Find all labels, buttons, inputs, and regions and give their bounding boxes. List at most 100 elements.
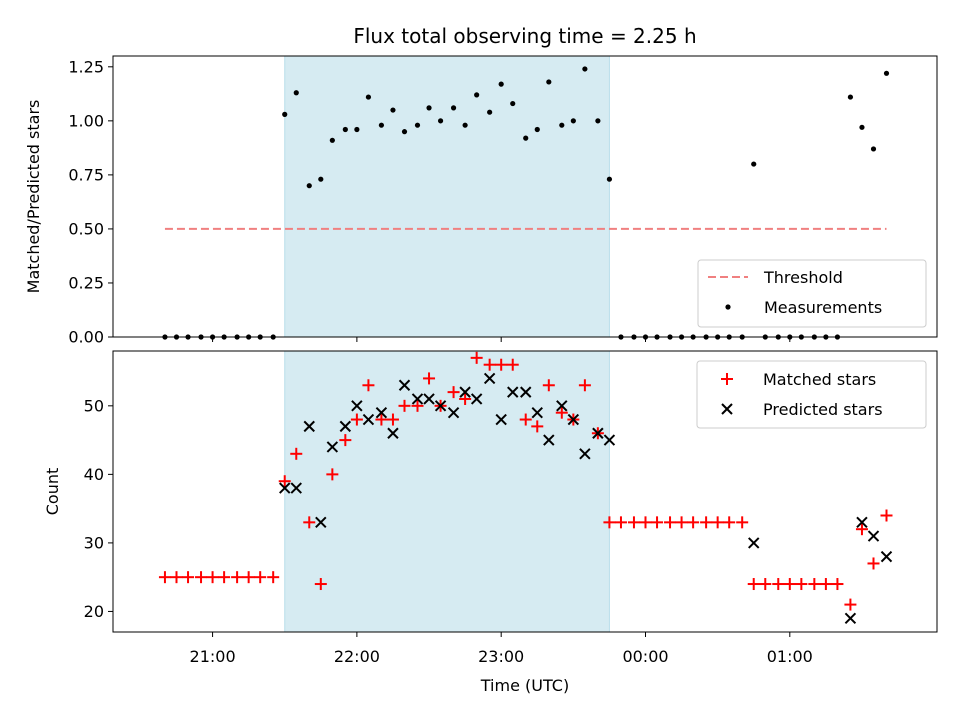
matched-star-point (675, 516, 688, 529)
predicted-star-point (279, 482, 291, 494)
matched-star-point (542, 379, 555, 392)
legend-measurements-label: Measurements (764, 298, 882, 317)
matched-star-point (627, 516, 640, 529)
predicted-star-point (556, 400, 568, 412)
predicted-star-point (303, 420, 315, 433)
matched-star-point (614, 516, 627, 529)
top-y-tick-label: 0.75 (68, 165, 104, 184)
matched-star-point (495, 358, 508, 371)
legend-threshold-label: Threshold (763, 268, 843, 287)
matched-star-point (254, 571, 267, 584)
matched-star-point (723, 516, 736, 529)
matched-star-point (267, 571, 280, 584)
measurement-point (546, 79, 552, 85)
matched-star-point (603, 516, 616, 529)
top-axes-frame (112, 55, 938, 338)
matched-star-point (700, 516, 713, 529)
top-y-tick-label: 0.00 (68, 328, 104, 347)
matched-star-point (808, 578, 821, 591)
x-tick-label: 00:00 (622, 647, 668, 666)
predicted-star-point (748, 537, 760, 549)
matched-star-point (664, 516, 677, 529)
matched-star-point (819, 578, 832, 591)
top-legend-box (697, 259, 927, 328)
x-axis-label: Time (UTC) (480, 676, 569, 695)
x-tick-label: 21:00 (190, 647, 236, 666)
predicted-star-point (867, 530, 880, 542)
matched-star-point (206, 571, 219, 584)
matched-star-point (483, 358, 496, 371)
x-tick-label: 22:00 (334, 647, 380, 666)
matched-star-point (231, 571, 244, 584)
matched-star-point (386, 413, 399, 426)
predicted-star-point (411, 393, 424, 405)
predicted-star-point (459, 386, 471, 398)
matched-star-point (747, 578, 760, 591)
bottom-shaded-span (284, 350, 610, 633)
predicted-star-point (567, 413, 580, 426)
measurement-point (329, 137, 335, 143)
predicted-star-point (603, 434, 616, 446)
matched-star-point (470, 351, 483, 364)
predicted-star-point (579, 448, 591, 460)
matched-star-point (326, 468, 339, 481)
matched-star-point (578, 379, 591, 392)
measurement-point (306, 183, 312, 189)
matched-star-point (687, 516, 700, 529)
measurement-point (859, 124, 865, 130)
matched-star-point (423, 372, 436, 385)
matched-star-point (831, 578, 844, 591)
measurement-point (282, 111, 288, 117)
measurement-point (510, 100, 516, 107)
predicted-star-point (315, 516, 327, 529)
measurement-point (559, 122, 565, 128)
matched-star-point (783, 578, 796, 591)
predicted-star-point (592, 427, 604, 439)
matched-star-point (242, 571, 255, 584)
matched-star-point (339, 434, 352, 447)
measurement-point (487, 109, 493, 115)
matched-star-point (411, 399, 424, 412)
top-y-tick-label: 0.50 (68, 219, 104, 238)
matched-star-point (447, 386, 460, 399)
x-tick-label: 23:00 (478, 647, 524, 666)
matched-star-point (362, 379, 375, 392)
bottom-legend: Matched stars Predicted stars (696, 360, 927, 429)
matched-star-point (759, 578, 772, 591)
matched-star-point (170, 571, 183, 584)
matched-star-point (218, 571, 231, 584)
matched-star-point (519, 413, 532, 426)
matched-star-point (651, 516, 664, 529)
matched-star-point (182, 571, 195, 584)
chart-title: Flux total observing time = 2.25 h (353, 24, 696, 48)
measurement-point (450, 105, 457, 111)
bottom-y-axis-label: Count (43, 468, 62, 516)
bottom-y-tick-label: 30 (84, 533, 104, 552)
bottom-legend-box (696, 360, 927, 429)
measurement-point (582, 66, 588, 72)
matched-star-point (158, 571, 171, 584)
measurement-point (462, 122, 468, 128)
matched-star-point (195, 571, 208, 584)
predicted-star-point (434, 400, 447, 412)
predicted-star-point (290, 482, 302, 494)
legend-predicted-swatch (721, 403, 733, 415)
predicted-star-point (880, 550, 893, 563)
measurement-point (318, 176, 324, 182)
measurement-point (414, 122, 421, 128)
matched-star-point (711, 516, 724, 529)
matched-star-point (736, 516, 749, 529)
matched-star-point (639, 516, 652, 529)
predicted-star-point (507, 386, 519, 398)
matched-star-point (867, 557, 880, 570)
measurement-point (342, 126, 348, 133)
predicted-star-point (543, 434, 555, 446)
matched-star-point (350, 413, 363, 426)
matched-star-point (290, 447, 303, 460)
predicted-star-point (362, 413, 375, 426)
predicted-star-point (520, 386, 532, 398)
predicted-star-point (398, 379, 411, 391)
predicted-star-point (495, 413, 507, 426)
predicted-star-point (470, 393, 483, 405)
matched-star-point (531, 420, 544, 433)
